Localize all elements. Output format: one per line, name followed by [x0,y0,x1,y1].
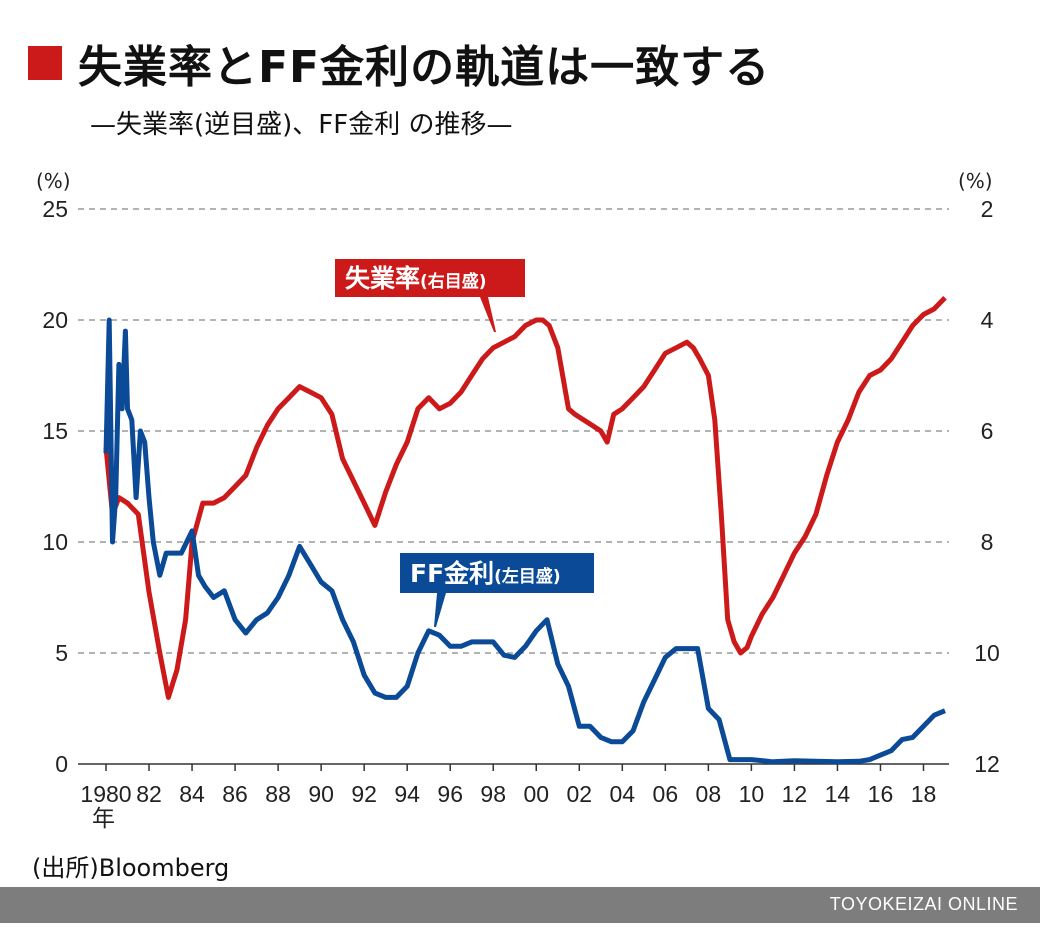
left-axis-tick-label: 20 [42,307,68,333]
callout-unemployment: 失業率(右目盛) [335,259,525,332]
callout-ff-rate-label: FF金利 [410,559,494,588]
right-axis-tick-label: 12 [974,751,1000,777]
x-axis-tick-label: 18 [911,781,937,807]
left-axis-tick-label: 15 [42,418,68,444]
right-axis-tick-label: 10 [974,640,1000,666]
source-note: (出所)Bloomberg [32,854,230,882]
x-axis-year-label: 年 [92,805,115,831]
x-axis-tick-label: 10 [739,781,765,807]
left-axis-tick-label: 25 [42,196,68,222]
right-axis-tick-label: 4 [981,307,994,333]
left-axis-tick-label: 5 [55,640,68,666]
x-axis-tick-label: 08 [696,781,722,807]
right-axis-unit: (%) [958,169,993,193]
x-axis-tick-label: 86 [222,781,248,807]
x-axis-tick-label: 88 [265,781,291,807]
left-axis-tick-label: 10 [42,529,68,555]
callout-unemployment-label: 失業率 [345,264,420,293]
left-axis-ticks: 0 5 10 15 20 25 [42,196,68,777]
x-axis-tick-label: 84 [179,781,205,807]
right-axis-ticks: 12 10 8 6 4 2 [974,196,1000,777]
x-axis-tick-label: 98 [480,781,506,807]
right-axis-tick-label: 8 [981,529,994,555]
title-row: 失業率とFF金利の軌道は一致する [28,28,770,98]
grid-lines [78,208,949,765]
footer-bar: TOYOKEIZAI ONLINE [0,887,1040,923]
chart-title: 失業率とFF金利の軌道は一致する [78,42,771,93]
callout-ff-rate-sub: (左目盛) [494,566,561,587]
callout-unemployment-pointer [480,297,496,332]
callout-ff-rate: FF金利(左目盛) [400,553,594,627]
callout-ff-rate-box [400,553,594,593]
x-axis-tick-label: 94 [394,781,420,807]
x-axis-tick-label: 1980 [80,781,131,807]
x-axis-tick-label: 90 [308,781,334,807]
title-mark [28,46,62,80]
series-line-ff-rate [103,317,946,765]
right-axis-tick-label: 2 [981,196,994,222]
callout-ff-rate-text: FF金利(左目盛) [410,559,561,588]
footer-brand: TOYOKEIZAI ONLINE [829,894,1018,914]
x-axis-tick-label: 92 [351,781,377,807]
x-axis-ticks: 1980 82 84 86 88 90 92 94 96 98 00 02 04 06 08 10 12 14 16… [80,764,936,807]
x-axis-tick-label: 96 [437,781,463,807]
left-axis-tick-label: 0 [55,751,68,777]
series-line-unemployment [103,296,947,700]
chart-subtitle: —失業率(逆目盛)、FF金利 の推移— [90,110,513,140]
callout-unemployment-sub: (右目盛) [420,271,487,292]
x-axis-tick-label: 16 [868,781,894,807]
callout-unemployment-text: 失業率(右目盛) [345,264,487,293]
right-axis-tick-label: 6 [981,418,994,444]
x-axis-tick-label: 04 [610,781,636,807]
x-axis-tick-label: 00 [523,781,549,807]
x-axis-tick-label: 06 [653,781,679,807]
left-axis-unit: (%) [36,169,71,193]
x-axis-tick-label: 02 [566,781,592,807]
x-axis-tick-label: 14 [825,781,851,807]
callout-ff-rate-pointer [434,593,446,627]
callout-unemployment-box [335,259,525,297]
x-axis-tick-label: 12 [782,781,808,807]
x-axis-tick-label: 82 [136,781,162,807]
